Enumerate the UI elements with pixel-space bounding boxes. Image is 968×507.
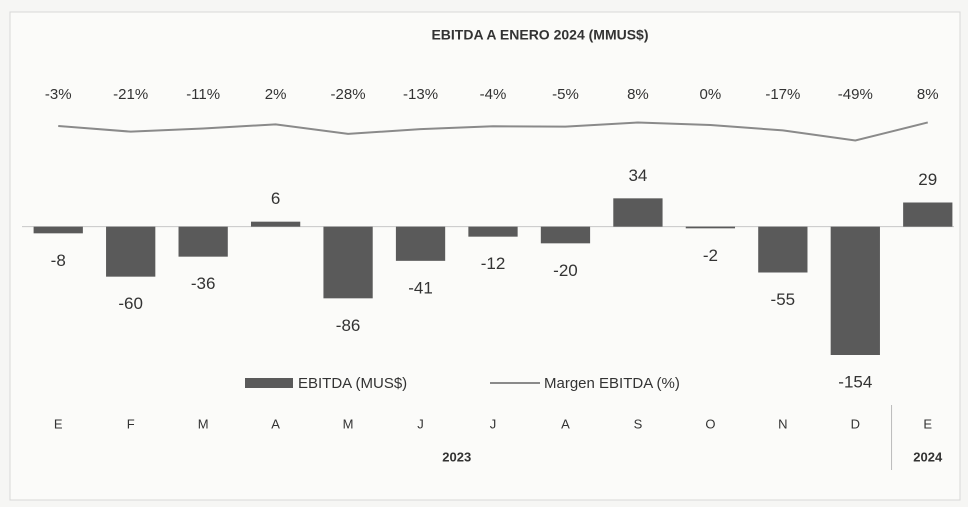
legend-swatch xyxy=(245,378,293,388)
bar xyxy=(903,202,953,227)
data-label: -12 xyxy=(481,254,506,273)
data-label: 6 xyxy=(271,189,280,208)
data-label: -41 xyxy=(408,278,433,297)
margin-label: -5% xyxy=(552,86,579,103)
margin-label: -21% xyxy=(113,86,148,103)
bar xyxy=(33,226,83,234)
margin-label: 2% xyxy=(265,86,287,103)
margin-label: -28% xyxy=(331,86,366,103)
data-label: -60 xyxy=(118,294,143,313)
bar xyxy=(540,226,591,244)
margin-label: -4% xyxy=(480,86,507,103)
margin-label: 8% xyxy=(627,86,649,103)
margin-label: 0% xyxy=(700,86,722,103)
x-tick-label: J xyxy=(417,416,424,431)
bar xyxy=(468,226,518,237)
bar xyxy=(250,221,301,227)
margin-line xyxy=(58,121,929,142)
bar xyxy=(395,226,446,261)
data-label: -2 xyxy=(703,246,718,265)
x-tick-label: E xyxy=(54,416,63,431)
x-tick-label: J xyxy=(490,416,497,431)
x-tick-label: A xyxy=(561,416,570,431)
data-label: 29 xyxy=(918,170,937,189)
data-label: -36 xyxy=(191,274,216,293)
margin-label: -13% xyxy=(403,86,438,103)
group-label: 2024 xyxy=(913,449,943,464)
x-tick-label: D xyxy=(851,416,860,431)
x-tick-label: M xyxy=(198,416,209,431)
x-tick-label: A xyxy=(271,416,280,431)
data-label: -8 xyxy=(51,251,66,270)
margin-label: -3% xyxy=(45,86,72,103)
chart-title: EBITDA A ENERO 2024 (MMUS$) xyxy=(431,27,648,43)
bar xyxy=(613,198,663,227)
data-label: -86 xyxy=(336,316,361,335)
margin-label: -17% xyxy=(765,86,800,103)
margin-label: -11% xyxy=(186,86,220,103)
bar xyxy=(106,226,156,277)
bar xyxy=(178,226,228,257)
legend-label: Margen EBITDA (%) xyxy=(544,375,680,392)
data-label: 34 xyxy=(628,166,647,185)
group-label: 2023 xyxy=(442,449,471,464)
x-tick-label: M xyxy=(343,416,354,431)
data-label: -20 xyxy=(553,261,578,280)
data-label: -154 xyxy=(838,372,872,391)
bar xyxy=(830,226,880,355)
margin-label: -49% xyxy=(838,86,873,103)
x-tick-label: E xyxy=(923,416,932,431)
bar xyxy=(758,226,808,273)
x-tick-label: F xyxy=(127,416,135,431)
bar xyxy=(323,226,373,299)
legend-label: EBITDA (MUS$) xyxy=(298,375,407,392)
margin-label: 8% xyxy=(917,86,939,103)
x-tick-label: S xyxy=(634,416,643,431)
data-label: -55 xyxy=(771,290,796,309)
x-tick-label: N xyxy=(778,416,787,431)
x-tick-label: O xyxy=(705,416,715,431)
bar xyxy=(685,226,736,229)
